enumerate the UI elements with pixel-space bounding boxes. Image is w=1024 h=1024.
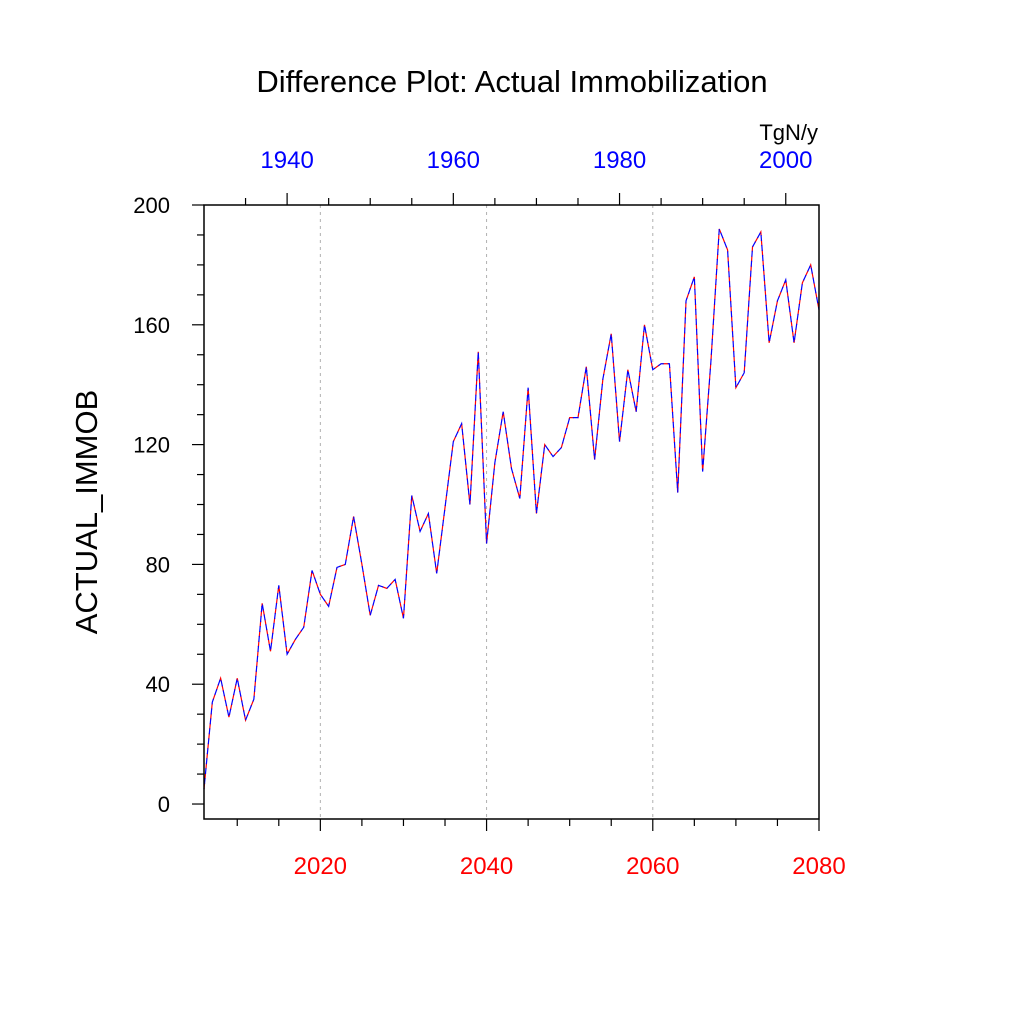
data-point-series-blue-2074 [769, 342, 770, 343]
data-point-series-blue-2026 [370, 615, 371, 616]
data-point-series-blue-2056 [619, 441, 620, 442]
data-point-series-blue-2078 [802, 282, 803, 283]
data-point-series-blue-2008 [220, 678, 221, 679]
data-point-series-blue-2059 [644, 324, 645, 325]
data-point-series-blue-2010 [237, 678, 238, 679]
x-bottom-tick-label-2080: 2080 [792, 853, 845, 880]
data-point-series-blue-2046 [536, 513, 537, 514]
data-point-series-blue-2069 [727, 249, 728, 250]
x-top-tick-label-1960: 1960 [427, 147, 480, 174]
data-point-series-blue-2048 [552, 456, 553, 457]
data-point-series-blue-2011 [245, 720, 246, 721]
data-point-series-blue-2007 [212, 702, 213, 703]
data-point-series-blue-2037 [461, 423, 462, 424]
series-line-series-red [203, 228, 820, 790]
chart-title: Difference Plot: Actual Immobilization [256, 64, 767, 99]
data-point-series-blue-2070 [735, 387, 736, 388]
data-point-series-blue-2024 [353, 516, 354, 517]
data-point-series-blue-2040 [486, 543, 487, 544]
axes-group [203, 204, 820, 820]
data-point-series-blue-2071 [744, 372, 745, 373]
data-point-series-blue-2045 [528, 387, 529, 388]
y-tick-label-120: 120 [133, 433, 170, 458]
x-top-tick-label-2000: 2000 [759, 147, 812, 174]
data-point-series-blue-2017 [295, 639, 296, 640]
data-point-series-blue-2025 [361, 564, 362, 565]
data-point-series-blue-2030 [403, 618, 404, 619]
data-point-series-blue-2043 [511, 468, 512, 469]
data-point-series-blue-2019 [311, 570, 312, 571]
tick-labels: 2020 2040 2060 2080 1940 1960 1980 2000 0 40 80 120… [133, 147, 845, 880]
data-point-series-blue-2034 [436, 573, 437, 574]
data-point-series-blue-2015 [278, 585, 279, 586]
data-point-series-blue-2053 [594, 459, 595, 460]
data-point-series-blue-2073 [760, 231, 761, 232]
data-point-series-blue-2018 [303, 627, 304, 628]
data-point-series-blue-2041 [494, 462, 495, 463]
data-point-series-blue-2027 [378, 585, 379, 586]
y-tick-label-40: 40 [146, 672, 170, 697]
data-point-series-blue-2016 [287, 654, 288, 655]
data-point-series-blue-2028 [386, 588, 387, 589]
data-point-series-blue-2067 [710, 360, 711, 361]
y-tick-label-0: 0 [158, 792, 170, 817]
data-point-series-blue-2009 [228, 717, 229, 718]
data-point-series-blue-2047 [544, 444, 545, 445]
units-label: TgN/y [759, 120, 818, 145]
tick-marks [192, 193, 820, 831]
data-point-series-blue-2044 [519, 498, 520, 499]
data-point-series-blue-2021 [328, 606, 329, 607]
data-point-series-blue-2033 [428, 513, 429, 514]
data-point-series-blue-2054 [602, 378, 603, 379]
data-point-series-blue-2022 [336, 567, 337, 568]
data-point-series-blue-2064 [685, 300, 686, 301]
data-point-series-blue-2062 [669, 363, 670, 364]
data-point-series-blue-2075 [777, 300, 778, 301]
y-tick-label-200: 200 [133, 193, 170, 218]
data-point-series-blue-2052 [586, 366, 587, 367]
series-group [203, 228, 820, 790]
data-point-series-blue-2068 [719, 228, 720, 229]
x-top-tick-label-1980: 1980 [593, 147, 646, 174]
data-point-series-blue-2036 [453, 441, 454, 442]
x-bottom-tick-label-2060: 2060 [626, 853, 679, 880]
data-point-series-blue-2013 [262, 603, 263, 604]
data-point-series-blue-2042 [503, 411, 504, 412]
data-point-series-blue-2072 [752, 246, 753, 247]
data-point-series-blue-2079 [810, 264, 811, 265]
y-tick-label-160: 160 [133, 313, 170, 338]
data-point-series-blue-2066 [702, 471, 703, 472]
data-point-series-blue-2031 [411, 495, 412, 496]
data-point-series-blue-2076 [785, 279, 786, 280]
data-point-series-blue-2014 [270, 651, 271, 652]
data-point-series-blue-2065 [694, 276, 695, 277]
data-point-series-blue-2049 [561, 447, 562, 448]
plot-frame [203, 204, 820, 820]
data-point-series-blue-2035 [444, 507, 445, 508]
data-point-series-blue-2061 [660, 363, 661, 364]
series-line-series-blue [203, 228, 820, 790]
data-point-series-blue-2012 [253, 699, 254, 700]
data-point-series-blue-2020 [320, 594, 321, 595]
y-axis-label: ACTUAL_IMMOB [69, 390, 104, 635]
x-bottom-tick-label-2040: 2040 [460, 853, 513, 880]
data-point-series-blue-2060 [652, 369, 653, 370]
data-point-series-blue-2038 [469, 504, 470, 505]
data-point-series-blue-2032 [419, 531, 420, 532]
grid-lines [319, 205, 654, 819]
y-tick-label-80: 80 [146, 552, 170, 577]
data-point-series-blue-2077 [793, 342, 794, 343]
data-point-series-blue-2029 [395, 579, 396, 580]
data-point-series-blue-2063 [677, 492, 678, 493]
data-point-series-blue-2050 [569, 417, 570, 418]
data-point-series-blue-2058 [636, 411, 637, 412]
data-point-series-blue-2039 [478, 351, 479, 352]
data-point-series-blue-2023 [345, 564, 346, 565]
x-bottom-tick-label-2020: 2020 [294, 853, 347, 880]
data-point-series-blue-2051 [577, 417, 578, 418]
data-point-series-blue-2057 [627, 369, 628, 370]
data-point-series-blue-2055 [611, 333, 612, 334]
x-top-tick-label-1940: 1940 [260, 147, 313, 174]
